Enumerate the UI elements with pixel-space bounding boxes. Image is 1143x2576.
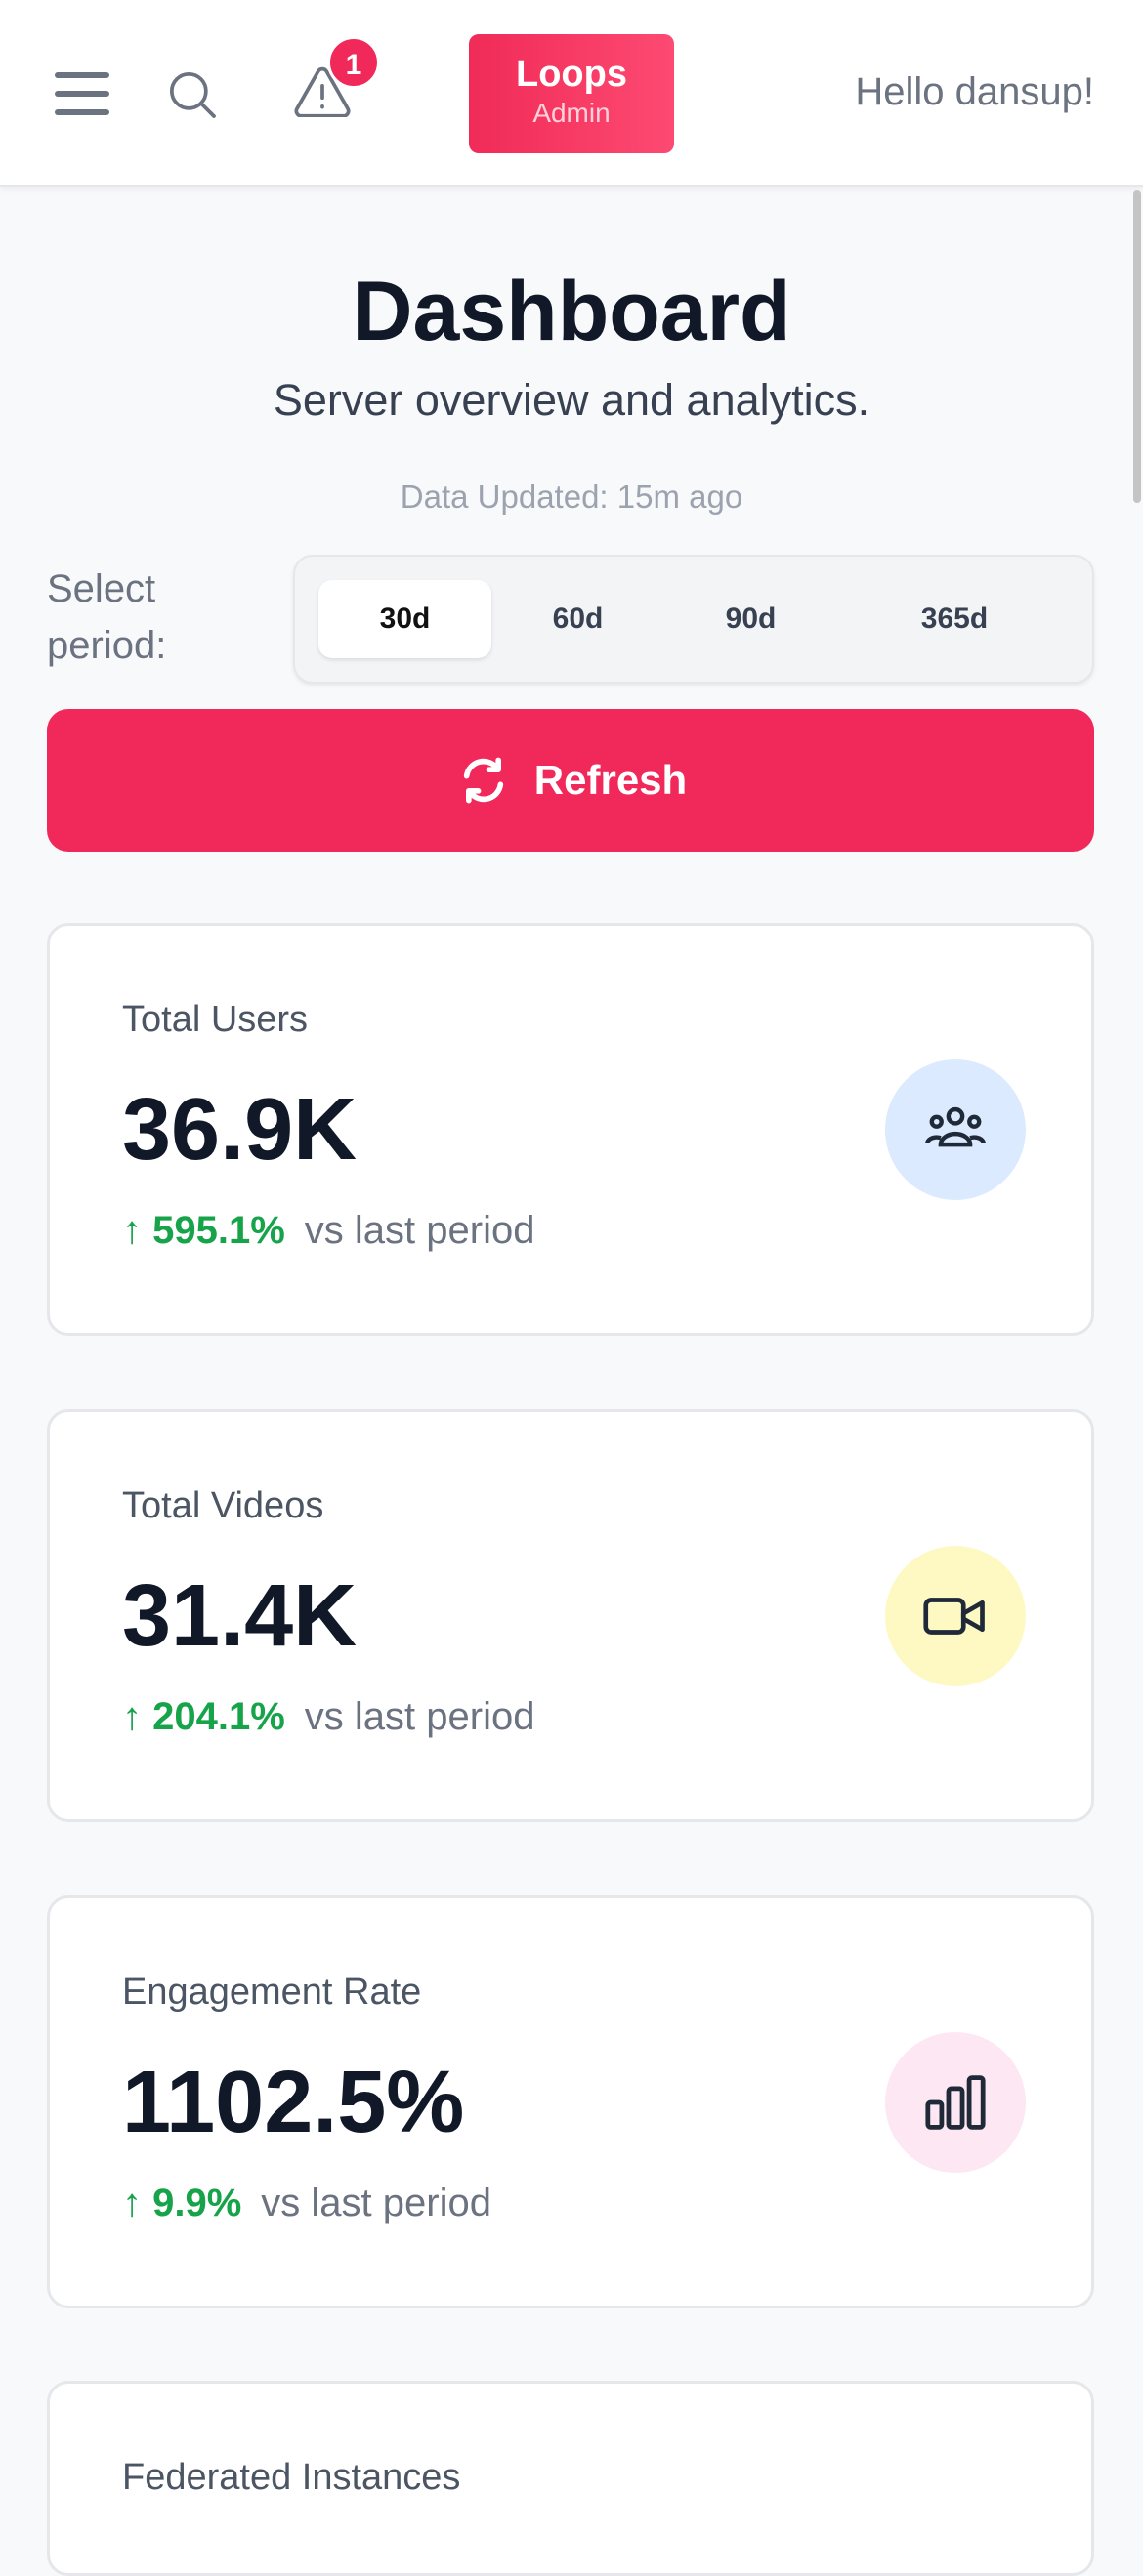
card-change: ↑ 9.9% vs last period [122, 2181, 491, 2225]
change-percent: ↑ 595.1% [122, 1209, 285, 1252]
brand-name: Loops [516, 54, 627, 95]
users-icon [885, 1059, 1026, 1200]
period-label-line2: period: [47, 624, 167, 667]
card-value: 31.4K [122, 1567, 358, 1665]
period-label-line1: Select [47, 567, 156, 610]
card-value: 1102.5% [122, 2054, 465, 2151]
data-updated: Data Updated: 15m ago [400, 478, 743, 515]
change-suffix: vs last period [261, 2181, 491, 2224]
period-90d[interactable]: 90d [725, 602, 777, 635]
brand-logo[interactable]: Loops Admin [469, 34, 674, 153]
period-365d[interactable]: 365d [920, 602, 989, 635]
user-greeting[interactable]: Hello dansup! [855, 70, 1094, 113]
card-change: ↑ 204.1% vs last period [122, 1695, 534, 1739]
stat-card-federated-instances: Federated Instances [47, 2381, 1094, 2576]
refresh-icon [463, 757, 503, 804]
card-label: Federated Instances [122, 2457, 461, 2498]
notification-badge: 1 [327, 36, 380, 89]
change-percent: ↑ 204.1% [122, 1695, 285, 1738]
stat-card-engagement-rate: Engagement Rate 1102.5% ↑ 9.9% vs last pe… [47, 1895, 1094, 2308]
change-suffix: vs last period [304, 1695, 535, 1738]
stat-card-total-videos: Total Videos 31.4K ↑ 204.1% vs last perio… [47, 1409, 1094, 1822]
brand-sub: Admin [532, 98, 611, 128]
change-suffix: vs last period [304, 1209, 535, 1252]
refresh-button[interactable]: Refresh [47, 709, 1094, 852]
period-30d[interactable]: 30d [318, 580, 491, 658]
page-subtitle: Server overview and analytics. [273, 375, 870, 425]
card-change: ↑ 595.1% vs last period [122, 1209, 534, 1253]
card-label: Engagement Rate [122, 1972, 422, 2013]
card-label: Total Videos [122, 1485, 324, 1526]
period-60d[interactable]: 60d [552, 602, 604, 635]
period-label: Select period: [47, 561, 166, 674]
period-selector: 30d 60d 90d 365d [293, 555, 1094, 684]
video-icon [885, 1546, 1026, 1686]
change-percent: ↑ 9.9% [122, 2181, 242, 2224]
refresh-label: Refresh [533, 757, 688, 803]
search-icon[interactable] [166, 68, 221, 123]
bar-chart-icon [885, 2032, 1026, 2173]
menu-icon[interactable] [55, 72, 109, 115]
scrollbar[interactable] [1133, 190, 1141, 503]
top-nav: 1 Loops Admin Hello dansup! [0, 0, 1143, 187]
stat-card-total-users: Total Users 36.9K ↑ 595.1% vs last period [47, 923, 1094, 1336]
page-title: Dashboard [352, 265, 791, 358]
alert-icon[interactable] [293, 66, 352, 117]
card-label: Total Users [122, 999, 309, 1040]
card-value: 36.9K [122, 1081, 358, 1179]
